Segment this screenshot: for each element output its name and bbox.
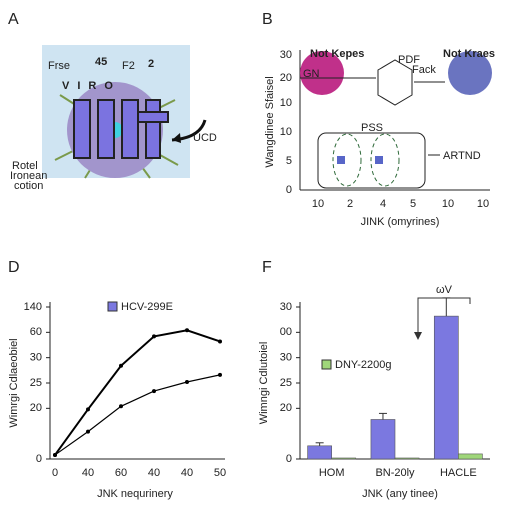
- marker: [119, 363, 123, 368]
- y-tick-label: 30: [280, 301, 292, 313]
- x-tick-label: 10: [477, 198, 489, 210]
- legend-label: DNY-2200g: [335, 359, 391, 371]
- icon: [337, 156, 345, 164]
- marker: [152, 389, 156, 394]
- hexagon: [377, 59, 413, 106]
- panel-label: F: [262, 259, 272, 276]
- marker: [218, 372, 222, 377]
- label: Not Kepes: [310, 48, 364, 60]
- annotation: ωV: [436, 284, 453, 296]
- y-tick-label: 25: [30, 377, 42, 389]
- bar: [433, 315, 459, 460]
- y-tick-label: 5: [286, 155, 292, 167]
- label: 2: [148, 58, 154, 70]
- label: Frse: [48, 60, 70, 72]
- marker: [86, 407, 90, 412]
- x-tick-label: 40: [181, 467, 193, 479]
- y-label: Wimngi Cdlutoiel: [258, 342, 270, 425]
- callout: UCD: [193, 132, 217, 144]
- y-tick-label: 20: [30, 402, 42, 414]
- icon: [375, 156, 383, 164]
- x-tick-label: HOM: [319, 467, 345, 479]
- y-tick-label: 00: [280, 326, 292, 338]
- label: PSS: [361, 122, 383, 134]
- y-tick-label: 20: [280, 402, 292, 414]
- bracket: [417, 297, 471, 338]
- y-tick-label: 60: [30, 326, 42, 338]
- x-tick-label: 0: [52, 467, 58, 479]
- y-tick-label: 30: [280, 49, 292, 61]
- y-tick-label: 0: [286, 184, 292, 196]
- ellipse: [332, 133, 362, 187]
- cell: [300, 51, 344, 95]
- box: [317, 132, 426, 189]
- marker: [119, 404, 123, 409]
- arrows: [300, 77, 445, 156]
- marker: [152, 334, 156, 339]
- marker: [185, 328, 189, 333]
- bar: [458, 453, 483, 460]
- x-tick-label: 60: [115, 467, 127, 479]
- legend-label: HCV-299E: [121, 301, 173, 313]
- bar: [331, 457, 357, 460]
- y-tick-label: 10: [280, 126, 292, 138]
- label: 45: [95, 56, 107, 68]
- bar: [394, 457, 420, 460]
- x-tick-label: 4: [380, 198, 386, 210]
- side-label: Rotel: [12, 160, 38, 172]
- bar: [307, 445, 332, 460]
- panel-label: B: [262, 11, 273, 28]
- arrow-head: [414, 332, 422, 340]
- x-tick-label: 40: [82, 467, 94, 479]
- side-label: cotion: [14, 180, 43, 192]
- x-tick-label: HACLE: [440, 467, 477, 479]
- ellipse: [370, 133, 400, 187]
- legend-swatch: [107, 301, 118, 312]
- line: [54, 329, 221, 456]
- label: PDF: [398, 54, 420, 66]
- marker: [218, 339, 222, 344]
- y-tick-label: 25: [280, 377, 292, 389]
- arrow-head: [172, 133, 181, 143]
- x-tick-label: 10: [312, 198, 324, 210]
- label: Not Kraes: [443, 48, 495, 60]
- x-tick-label: BN-20ly: [375, 467, 415, 479]
- panel-label: D: [8, 259, 20, 276]
- x-label: JNK nequrinery: [97, 488, 173, 500]
- y-tick-label: 140: [24, 301, 42, 313]
- x-label: JNK (any tinee): [362, 488, 438, 500]
- side-label: Ironean: [10, 170, 47, 182]
- label: GN: [303, 68, 320, 80]
- bar: [370, 419, 396, 460]
- panel-label: A: [8, 11, 19, 28]
- label: Fack: [412, 64, 436, 76]
- marker: [185, 379, 189, 384]
- x-tick-label: 50: [214, 467, 226, 479]
- legend-swatch: [321, 359, 332, 370]
- line: [54, 374, 221, 456]
- y-tick-label: 30: [30, 352, 42, 364]
- marker: [86, 429, 90, 434]
- marker: [53, 452, 57, 457]
- y-tick-label: 0: [36, 453, 42, 465]
- x-tick-label: 2: [347, 198, 353, 210]
- title: VIRO: [62, 80, 121, 92]
- y-label: Wimrgi Cdlaeobiel: [8, 338, 20, 427]
- y-label: Wangdinee Sfaisel: [264, 76, 276, 167]
- y-tick-label: 10: [280, 97, 292, 109]
- label: F2: [122, 60, 135, 72]
- y-tick-label: 0: [286, 453, 292, 465]
- x-tick-label: 5: [410, 198, 416, 210]
- x-tick-label: 10: [442, 198, 454, 210]
- cell: [448, 51, 492, 95]
- x-tick-label: 40: [148, 467, 160, 479]
- x-label: JINK (omyrines): [361, 216, 440, 228]
- label: ARTND: [443, 150, 481, 162]
- bars-icon: [73, 99, 169, 159]
- y-tick-label: 20: [280, 72, 292, 84]
- y-tick-label: 30: [280, 352, 292, 364]
